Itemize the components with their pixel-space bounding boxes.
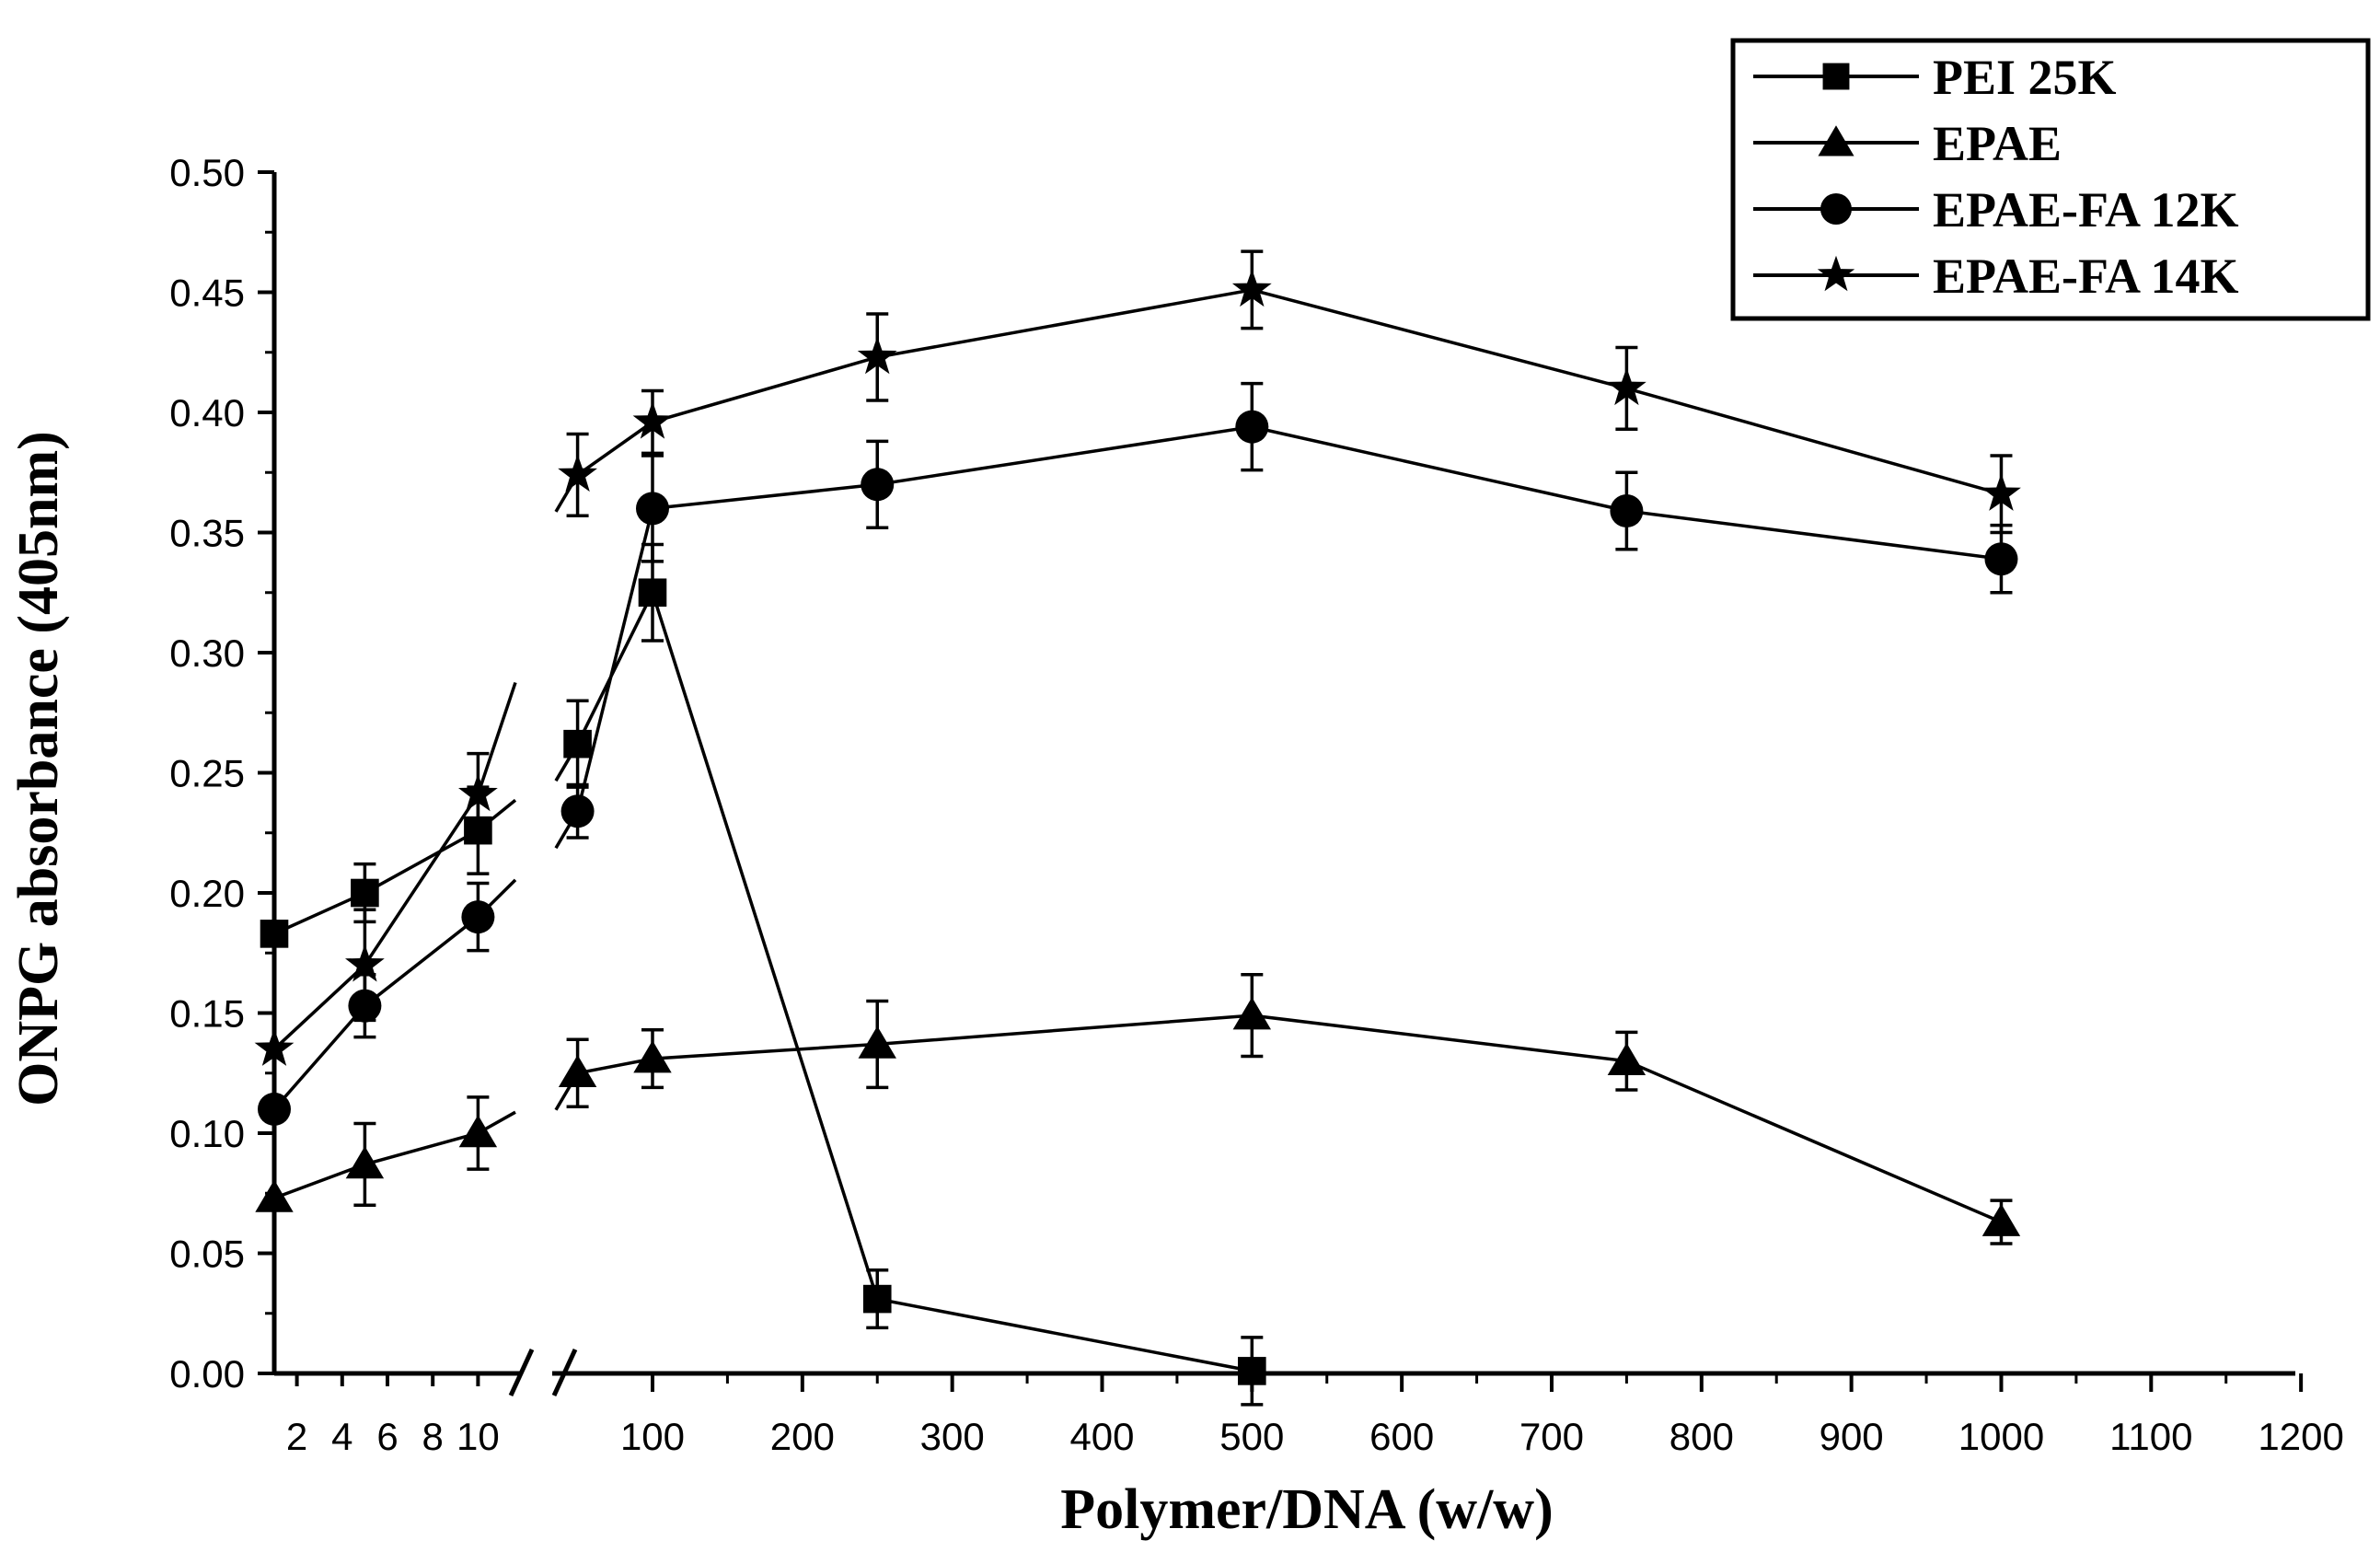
y-tick-label: 0.30 bbox=[169, 631, 245, 675]
y-tick-label: 0.40 bbox=[169, 391, 245, 434]
data-point-star bbox=[1607, 367, 1646, 406]
x-tick-label: 500 bbox=[1219, 1415, 1284, 1458]
series-epae bbox=[255, 972, 2021, 1245]
data-point-circle bbox=[636, 492, 669, 526]
legend-item: EPAE-FA 12K bbox=[1753, 182, 2239, 237]
series-line bbox=[575, 424, 2002, 812]
data-point-star bbox=[857, 336, 897, 375]
data-point-triangle bbox=[345, 1146, 385, 1179]
series-line bbox=[576, 288, 2002, 496]
series-line bbox=[576, 588, 1253, 1373]
x-tick-label: 6 bbox=[376, 1415, 398, 1458]
data-point-circle bbox=[1235, 410, 1269, 444]
x-tick-label: 1200 bbox=[2258, 1415, 2343, 1458]
data-point-triangle bbox=[458, 1115, 498, 1148]
x-tick-label: 100 bbox=[620, 1415, 685, 1458]
data-point-star bbox=[558, 454, 597, 492]
data-point-square bbox=[260, 920, 289, 948]
y-tick-label: 0.25 bbox=[169, 752, 245, 795]
data-point-circle bbox=[861, 468, 895, 502]
x-axis-break-mark bbox=[508, 1348, 535, 1397]
y-tick-label: 0.45 bbox=[169, 272, 245, 315]
y-tick-label: 0.20 bbox=[169, 872, 245, 915]
data-point-square bbox=[351, 878, 379, 908]
data-point-triangle bbox=[858, 1025, 896, 1059]
x-tick-label: 1100 bbox=[2109, 1415, 2192, 1458]
x-tick-label: 900 bbox=[1820, 1415, 1884, 1458]
legend-item: PEI 25K bbox=[1753, 50, 2117, 105]
legend-label: EPAE-FA 12K bbox=[1933, 182, 2239, 237]
data-point-circle bbox=[1984, 542, 2018, 576]
x-tick-label: 800 bbox=[1669, 1415, 1734, 1458]
legend-marker-circle bbox=[1820, 193, 1852, 225]
x-tick-label: 600 bbox=[1369, 1415, 1434, 1458]
legend-marker-square bbox=[1822, 63, 1850, 90]
y-tick-label: 0.15 bbox=[169, 992, 245, 1036]
data-point-star bbox=[458, 773, 498, 812]
x-tick-label: 8 bbox=[422, 1415, 444, 1458]
data-point-square bbox=[862, 1284, 892, 1314]
axes: 0.00 0.05 0.10 0.15 0.20 0.25 0.30 0.35 0.40 0.45… bbox=[169, 151, 2344, 1458]
legend-item: EPAE-FA 14K bbox=[1753, 249, 2239, 304]
data-point-circle bbox=[258, 1092, 291, 1126]
data-point-circle bbox=[461, 900, 495, 934]
series-line bbox=[577, 1013, 2003, 1224]
data-point-triangle bbox=[558, 1054, 597, 1088]
y-tick-label: 0.35 bbox=[169, 512, 245, 555]
series-layer bbox=[254, 249, 2021, 1407]
data-point-circle bbox=[560, 794, 595, 828]
x-tick-label: 300 bbox=[920, 1415, 985, 1458]
data-point-square bbox=[638, 578, 667, 608]
x-tick-label: 4 bbox=[331, 1415, 352, 1458]
data-point-triangle bbox=[255, 1179, 294, 1212]
data-point-star bbox=[1231, 269, 1272, 307]
x-tick-label: 1000 bbox=[1958, 1415, 2044, 1458]
data-point-triangle bbox=[633, 1040, 672, 1073]
legend-label: EPAE bbox=[1933, 116, 2062, 171]
data-point-triangle bbox=[1607, 1042, 1646, 1075]
data-point-star bbox=[254, 1028, 295, 1066]
series-epae-fa-14k bbox=[254, 249, 2021, 1066]
y-tick-label: 0.50 bbox=[169, 151, 245, 194]
x-tick-label: 400 bbox=[1069, 1415, 1134, 1458]
data-point-star bbox=[345, 944, 385, 982]
data-point-star bbox=[632, 400, 673, 439]
data-point-square bbox=[563, 729, 592, 759]
y-tick-label: 0.10 bbox=[169, 1112, 245, 1155]
legend-marker-triangle bbox=[1818, 125, 1854, 156]
data-point-triangle bbox=[1981, 1203, 2021, 1236]
legend-label: EPAE-FA 14K bbox=[1933, 249, 2239, 304]
series-line-stub bbox=[476, 681, 517, 795]
data-point-square bbox=[1238, 1357, 1266, 1385]
x-tick-label: 10 bbox=[456, 1415, 500, 1458]
y-tick-label: 0.05 bbox=[169, 1233, 245, 1276]
data-point-star bbox=[1981, 473, 2021, 511]
data-point-circle bbox=[1610, 494, 1644, 528]
x-tick-label: 200 bbox=[770, 1415, 835, 1458]
data-point-triangle bbox=[1232, 997, 1272, 1030]
x-axis-break-mark bbox=[551, 1348, 578, 1397]
y-tick-label: 0.00 bbox=[169, 1352, 245, 1396]
legend-marker-star bbox=[1817, 255, 1855, 292]
x-tick-label: 2 bbox=[286, 1415, 307, 1458]
legend: PEI 25K EPAE EPAE-FA 12K EPAE-FA 14K bbox=[1730, 38, 2371, 321]
x-axis-title: Polymer/DNA (w/w) bbox=[1060, 1478, 1553, 1541]
y-axis-title: ONPG absorbance (405nm) bbox=[7, 431, 70, 1106]
legend-label: PEI 25K bbox=[1933, 50, 2117, 105]
legend-item: EPAE bbox=[1753, 116, 2062, 171]
x-tick-label: 700 bbox=[1519, 1415, 1584, 1458]
